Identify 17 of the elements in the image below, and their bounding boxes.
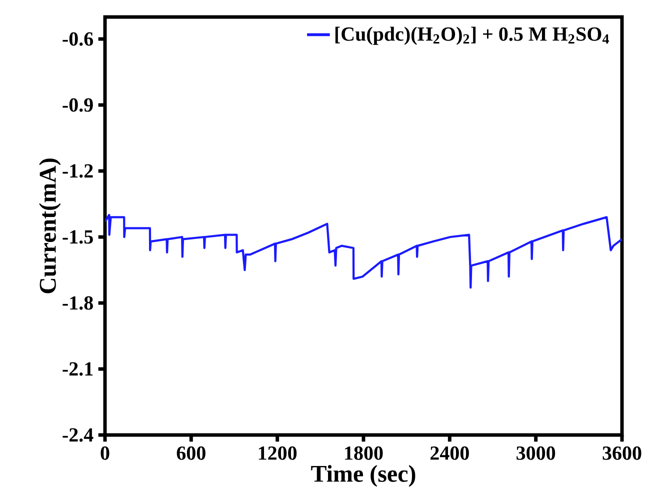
x-tick-label: 1200 bbox=[258, 446, 297, 460]
x-tick-label: 600 bbox=[176, 446, 206, 460]
x-tick-label: 1800 bbox=[345, 446, 383, 460]
y-tick-label: -0.6 bbox=[62, 32, 94, 46]
y-tick-label: -1.8 bbox=[62, 296, 93, 310]
y-tick-label: -2.4 bbox=[62, 428, 94, 442]
x-axis-title: Time (sec) bbox=[311, 465, 416, 487]
legend-label: [Cu(pdc)(H$_{2}$O)$_{2}$] + 0.5 M H$_{2}$SO$_{4}$ bbox=[335, 26, 609, 45]
x-tick-label: 3600 bbox=[602, 446, 642, 460]
y-tick-label: -0.9 bbox=[62, 98, 93, 112]
x-tick-label: 0 bbox=[100, 446, 110, 460]
y-tick-label: -1.2 bbox=[62, 164, 93, 178]
y-axis-title: Current(mA) bbox=[39, 158, 61, 294]
y-tick-label: -1.5 bbox=[62, 230, 93, 244]
y-tick-label: -2.1 bbox=[62, 362, 93, 376]
x-tick-label: 2400 bbox=[430, 446, 469, 460]
x-tick-label: 3000 bbox=[516, 446, 556, 460]
